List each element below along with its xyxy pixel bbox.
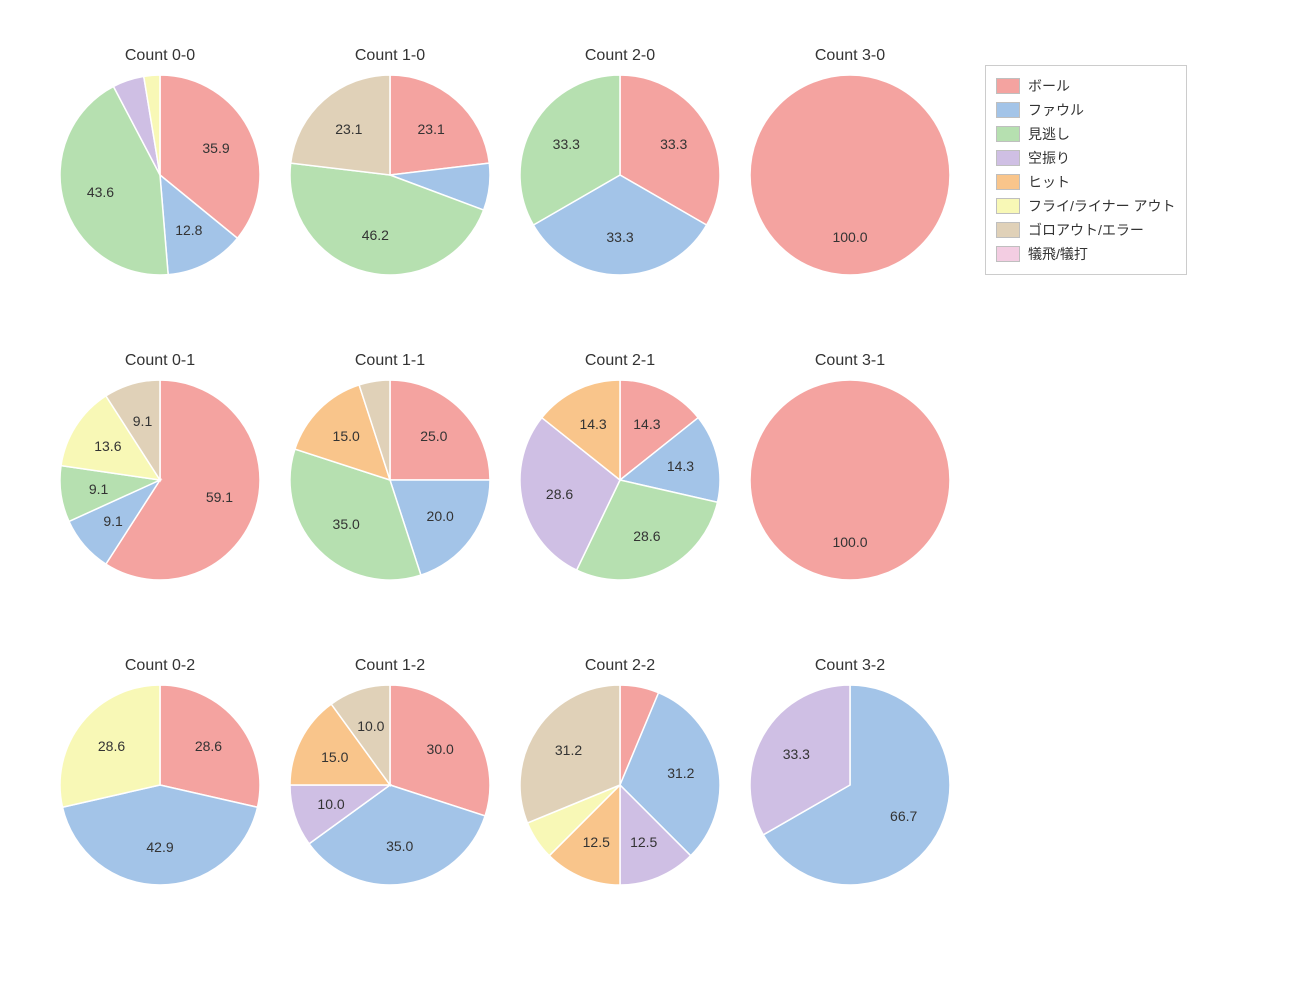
legend-swatch [996,198,1020,214]
legend-swatch [996,78,1020,94]
pie-title: Count 1-2 [290,657,490,675]
pie-slice-label: 15.0 [321,749,348,765]
legend-item: ヒット [996,170,1176,194]
legend-swatch [996,174,1020,190]
pie-slice-label: 10.0 [317,796,344,812]
pie-chart [748,73,952,277]
pie-slice-label: 23.1 [335,121,362,137]
legend: ボールファウル見逃し空振りヒットフライ/ライナー アウトゴロアウト/エラー犠飛/… [985,65,1187,275]
pie-chart [58,73,262,277]
legend-item: フライ/ライナー アウト [996,194,1176,218]
pie-slice-label: 31.2 [667,765,694,781]
legend-swatch [996,102,1020,118]
pie-slice-label: 28.6 [195,738,222,754]
pie-slice-label: 12.5 [630,834,657,850]
pie-slice [750,75,950,275]
legend-item: ファウル [996,98,1176,122]
pie-title: Count 1-1 [290,352,490,370]
pie-slice-label: 9.1 [89,481,108,497]
pie-chart [518,73,722,277]
pie-title: Count 3-2 [750,657,950,675]
legend-label: 見逃し [1028,124,1070,144]
legend-item: ゴロアウト/エラー [996,218,1176,242]
pie-title: Count 1-0 [290,47,490,65]
legend-label: ボール [1028,76,1070,96]
legend-swatch [996,126,1020,142]
pie-slice-label: 28.6 [633,528,660,544]
pie-slice-label: 43.6 [87,184,114,200]
pie-slice-label: 35.9 [202,140,229,156]
pie-title: Count 2-2 [520,657,720,675]
pie-chart [288,73,492,277]
pie-slice-label: 12.8 [175,222,202,238]
legend-label: ゴロアウト/エラー [1028,220,1144,240]
pie-slice-label: 33.3 [553,136,580,152]
pie-slice-label: 25.0 [420,428,447,444]
pie-slice-label: 46.2 [362,227,389,243]
pie-slice-label: 33.3 [660,136,687,152]
pie-slice-label: 66.7 [890,808,917,824]
pie-title: Count 3-0 [750,47,950,65]
pie-slice-label: 20.0 [427,508,454,524]
pie-slice-label: 28.6 [98,738,125,754]
legend-label: 空振り [1028,148,1070,168]
legend-swatch [996,222,1020,238]
legend-label: ファウル [1028,100,1084,120]
pie-slice [750,380,950,580]
pie-chart [748,378,952,582]
legend-swatch [996,150,1020,166]
pie-slice-label: 100.0 [832,534,867,550]
pie-slice-label: 33.3 [783,746,810,762]
pie-chart [518,683,722,887]
pie-slice-label: 12.5 [583,834,610,850]
legend-label: ヒット [1028,172,1070,192]
pie-slice-label: 13.6 [94,438,121,454]
pie-slice-label: 9.1 [133,413,152,429]
pie-slice-label: 35.0 [386,838,413,854]
pie-slice-label: 33.3 [606,229,633,245]
pie-chart [518,378,722,582]
pie-slice-label: 31.2 [555,742,582,758]
pie-title: Count 0-2 [60,657,260,675]
pie-slice-label: 35.0 [333,516,360,532]
pie-slice-label: 100.0 [832,229,867,245]
pie-slice-label: 30.0 [427,741,454,757]
pie-chart [288,683,492,887]
pie-slice-label: 42.9 [146,839,173,855]
pie-slice-label: 15.0 [333,428,360,444]
pie-title: Count 3-1 [750,352,950,370]
legend-item: ボール [996,74,1176,98]
pie-slice-label: 10.0 [357,718,384,734]
pie-slice-label: 14.3 [633,416,660,432]
pie-chart [288,378,492,582]
pie-chart [58,683,262,887]
pie-title: Count 2-1 [520,352,720,370]
pie-slice-label: 28.6 [546,486,573,502]
pie-title: Count 0-0 [60,47,260,65]
pie-slice-label: 23.1 [418,121,445,137]
legend-item: 見逃し [996,122,1176,146]
legend-label: 犠飛/犠打 [1028,244,1088,264]
chart-grid: Count 0-0 35.9 12.8 43.6 Count 1-0 23.1 46.2 23… [0,0,1300,1000]
pie-title: Count 2-0 [520,47,720,65]
legend-item: 犠飛/犠打 [996,242,1176,266]
legend-label: フライ/ライナー アウト [1028,196,1176,216]
pie-slice-label: 59.1 [206,489,233,505]
legend-item: 空振り [996,146,1176,170]
pie-chart [748,683,952,887]
pie-slice-label: 14.3 [579,416,606,432]
legend-swatch [996,246,1020,262]
pie-title: Count 0-1 [60,352,260,370]
pie-slice-label: 14.3 [667,458,694,474]
pie-slice-label: 9.1 [103,513,122,529]
